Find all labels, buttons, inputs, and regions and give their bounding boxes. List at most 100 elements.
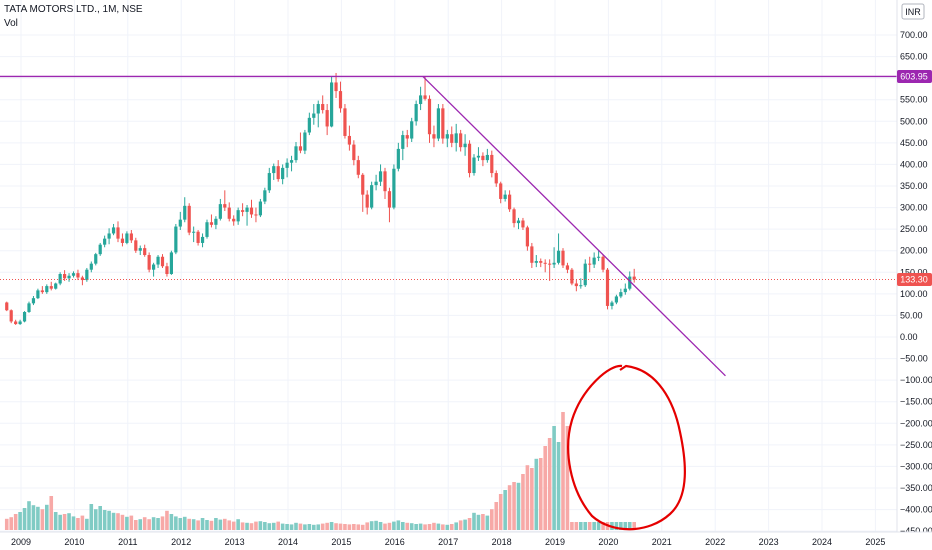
volume-bar (512, 482, 516, 530)
volume-bar (138, 519, 143, 530)
symbol-title[interactable]: TATA MOTORS LTD., 1M, NSE (4, 4, 143, 15)
volume-bar (347, 524, 352, 530)
candle-body (169, 252, 173, 275)
candle-body (276, 166, 280, 180)
candle-body (370, 185, 374, 208)
candle-body (192, 231, 196, 233)
volume-bar (200, 518, 205, 530)
volume-bar (481, 514, 485, 530)
y-tick-label: −150.00 (900, 397, 932, 407)
volume-bar (53, 512, 58, 530)
y-tick-label: 250.00 (900, 224, 928, 234)
volume-bar (40, 509, 45, 530)
volume-bar (405, 522, 410, 530)
volume-bar (62, 514, 67, 530)
candle-body (561, 250, 565, 266)
candle-body (534, 261, 538, 263)
candle-body (125, 233, 129, 243)
time-scale-bg (0, 532, 932, 550)
volume-bar (445, 524, 450, 530)
candle-body (454, 133, 458, 143)
volume-bar (498, 494, 503, 530)
volume-bar (67, 513, 71, 530)
candle-body (254, 214, 258, 216)
candle-body (263, 190, 267, 202)
candle-body (445, 134, 449, 139)
volume-bar (125, 516, 129, 530)
volume-legend-label[interactable]: Vol (4, 18, 18, 29)
volume-bar (360, 524, 365, 530)
candle-body (58, 274, 62, 284)
candle-body (570, 269, 574, 284)
volume-bar (325, 522, 329, 530)
volume-bar (392, 521, 396, 530)
volume-bar (13, 514, 18, 530)
x-tick-label: 2013 (225, 537, 245, 547)
candle-body (152, 264, 156, 270)
candle-body (499, 183, 503, 199)
candle-body (632, 276, 636, 280)
volume-bar (196, 520, 200, 530)
x-tick-label: 2015 (331, 537, 351, 547)
candle-body (361, 174, 365, 195)
volume-bar (601, 522, 605, 530)
candle-body (574, 283, 578, 287)
price-scale[interactable]: 700.00650.00600.00550.00500.00450.00400.… (900, 30, 932, 536)
volume-bar (467, 518, 472, 530)
volume-bar (632, 522, 636, 530)
y-tick-label: 450.00 (900, 138, 928, 148)
volume-bar (36, 506, 40, 530)
candle-body (436, 108, 440, 139)
volume-bar (134, 520, 138, 530)
volume-annotation-circle[interactable] (567, 364, 686, 531)
volume-bar (365, 522, 369, 530)
resistance-price-tag: 603.95 (897, 69, 932, 83)
volume-bar (111, 512, 116, 530)
candle-body (338, 91, 343, 109)
volume-bar (98, 506, 102, 530)
candle-body (22, 311, 27, 322)
x-tick-label: 2018 (492, 537, 512, 547)
volume-bar (151, 517, 156, 530)
candle-body (508, 194, 512, 210)
candle-body (601, 256, 605, 270)
candle-body (405, 135, 409, 139)
candle-body (94, 254, 98, 264)
candle-body (134, 240, 138, 251)
volume-bar (583, 522, 588, 530)
candle-body (441, 108, 445, 139)
candle-body (597, 256, 601, 258)
volume-bar (494, 502, 499, 530)
candle-body (548, 263, 552, 265)
candle-body (623, 288, 627, 293)
candle-body (605, 269, 610, 306)
candle-body (9, 310, 13, 322)
volume-bar (267, 523, 272, 530)
volume-bar (147, 519, 151, 530)
candle-body (205, 222, 209, 237)
candle-body (307, 117, 311, 133)
candle-body (200, 236, 205, 243)
candle-body (80, 277, 84, 281)
candle-body (174, 226, 178, 253)
candle-body (365, 194, 369, 208)
candle-body (450, 134, 454, 143)
volume-bar (570, 522, 574, 530)
volume-bar (338, 523, 343, 530)
candle-body (423, 95, 427, 99)
volume-bar (160, 516, 165, 530)
candle-body (467, 143, 472, 174)
candle-body (120, 238, 125, 243)
candle-body (241, 210, 245, 212)
downtrend-line[interactable] (422, 75, 726, 377)
volume-bar (556, 442, 561, 530)
currency-badge[interactable] (901, 3, 925, 20)
candle-body (143, 248, 147, 256)
volume-bar (579, 522, 583, 530)
candle-body (285, 162, 289, 168)
candle-body (579, 285, 583, 287)
volume-bar (120, 514, 125, 530)
time-scale[interactable]: 2009 2010 2011 2012 2013 2014 2015 2016 2017 2018… (11, 537, 885, 547)
resistance-price-text: 603.95 (900, 71, 928, 81)
